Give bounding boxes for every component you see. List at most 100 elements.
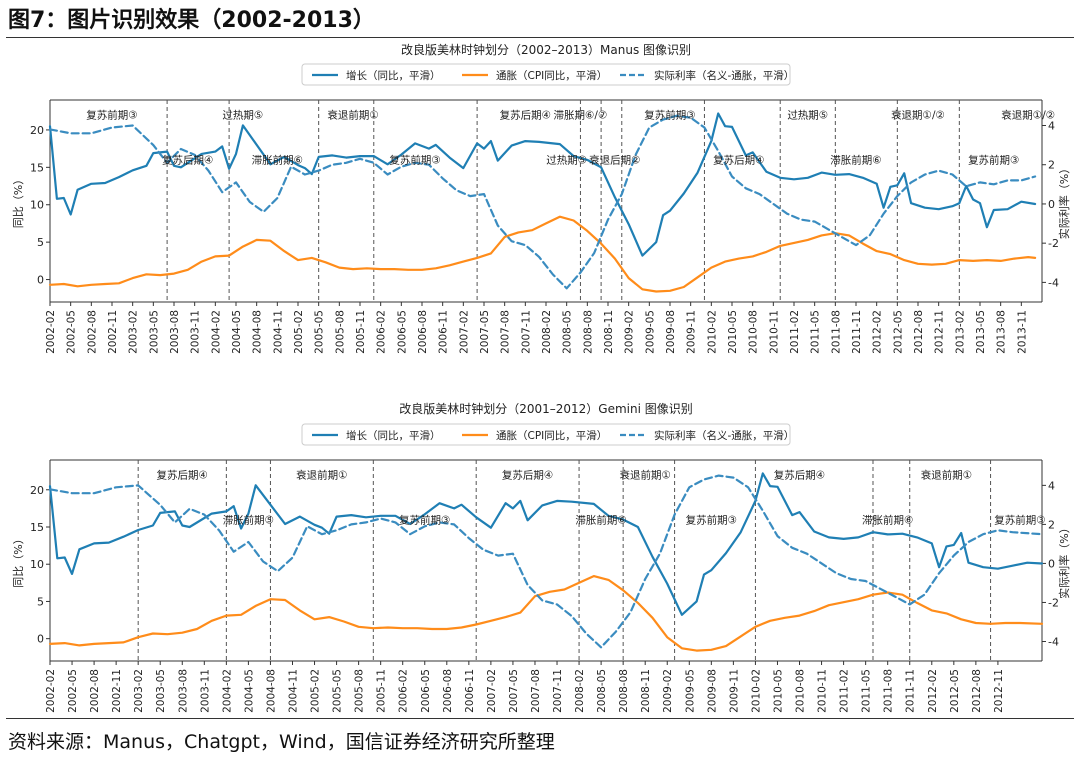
right-tick-label: -2: [1048, 596, 1059, 609]
x-tick-label: 2006-02: [398, 669, 410, 713]
legend-item-cpi: 通胀（CPI同比，平滑）: [462, 429, 607, 442]
x-tick-label: 2005-08: [334, 310, 346, 354]
phase-label: 滞胀前期⑥: [575, 513, 626, 526]
x-tick-label: 2012-02: [927, 669, 939, 713]
y2-axis-label: 实际利率（%）: [1057, 522, 1071, 598]
x-tick-label: 2007-02: [486, 669, 498, 713]
x-tick-label: 2008-02: [541, 310, 553, 354]
right-tick-label: 0: [1048, 557, 1055, 570]
left-tick-label: 15: [30, 521, 44, 534]
plot-frame: [49, 99, 1043, 303]
phase-label: 过热期⑤: [787, 109, 828, 122]
x-tick-label: 2007-05: [479, 310, 491, 354]
x-tick-label: 2003-05: [148, 310, 160, 354]
x-tick-label: 2004-05: [243, 669, 255, 713]
y-axis-label: 同比（%）: [12, 533, 25, 587]
x-tick-label: 2010-11: [817, 669, 829, 713]
legend: 增长（同比，平滑） 通胀（CPI同比，平滑） 实际利率（名义-通胀，平滑）: [301, 423, 794, 446]
x-tick-label: 2012-08: [913, 310, 925, 354]
x-tick-label: 2002-08: [89, 669, 101, 713]
left-tick-label: 20: [30, 484, 44, 497]
phase-label: 复苏前期③: [686, 513, 737, 526]
x-tick-label: 2011-08: [883, 669, 895, 713]
x-tick-label: 2002-02: [45, 669, 57, 713]
phase-label: 复苏后期④: [774, 469, 825, 482]
x-tick-label: 2003-11: [199, 669, 211, 713]
x-tick-label: 2009-02: [662, 669, 674, 713]
x-tick-label: 2003-11: [190, 310, 202, 354]
x-tick-label: 2007-08: [500, 310, 512, 354]
x-tick-label: 2012-05: [949, 669, 961, 713]
plot-frame: [49, 459, 1043, 662]
x-tick-label: 2009-11: [728, 669, 740, 713]
x-tick-label: 2004-05: [231, 310, 243, 354]
x-tick-label: 2008-11: [640, 669, 652, 713]
x-tick-label: 2005-05: [332, 669, 344, 713]
phase-label: 复苏前期③: [968, 154, 1019, 167]
x-tick-label: 2004-11: [287, 669, 299, 713]
legend-label-cpi: 通胀（CPI同比，平滑）: [496, 429, 607, 442]
x-tick-label: 2010-05: [727, 310, 739, 354]
phase-label: 衰退期①/②: [891, 109, 945, 122]
x-tick-label: 2012-11: [934, 310, 946, 354]
x-tick-label: 2011-02: [839, 669, 851, 713]
left-tick-label: 20: [30, 124, 44, 137]
x-tick-label: 2004-02: [210, 310, 222, 354]
phase-label: 复苏后期④: [500, 109, 551, 122]
x-tick-label: 2006-05: [396, 310, 408, 354]
phase-label: 复苏后期④: [157, 469, 208, 482]
chart-gemini: 改良版美林时钟划分（2001–2012）Gemini 图像识别增长（同比，平滑）…: [12, 401, 1071, 713]
phase-label: 衰退前期①: [296, 469, 347, 482]
x-tick-label: 2005-05: [314, 310, 326, 354]
x-tick-label: 2009-08: [665, 310, 677, 354]
x-tick-label: 2011-11: [905, 669, 917, 713]
right-tick-label: -4: [1048, 635, 1059, 648]
x-tick-label: 2008-11: [603, 310, 615, 354]
phase-label: 复苏前期③: [994, 513, 1045, 526]
x-tick-label: 2012-02: [872, 310, 884, 354]
x-tick-label: 2010-02: [750, 669, 762, 713]
phase-label: 衰退前期①: [921, 469, 972, 482]
x-tick-label: 2006-08: [442, 669, 454, 713]
x-tick-label: 2007-08: [530, 669, 542, 713]
chart-title: 改良版美林时钟划分（2002–2013）Manus 图像识别: [401, 42, 691, 57]
x-tick-label: 2007-11: [520, 310, 532, 354]
x-tick-label: 2011-02: [789, 310, 801, 354]
left-tick-label: 0: [37, 274, 44, 287]
y2-axis-label: 实际利率（%）: [1057, 163, 1071, 239]
left-tick-label: 10: [30, 558, 44, 571]
x-tick-label: 2006-11: [464, 669, 476, 713]
legend-item-real-rate: 实际利率（名义-通胀，平滑）: [620, 429, 794, 442]
x-tick-label: 2013-02: [954, 310, 966, 354]
legend-frame: [301, 63, 791, 86]
right-tick-label: -2: [1048, 237, 1059, 250]
x-tick-label: 2003-05: [155, 669, 167, 713]
x-tick-label: 2010-11: [768, 310, 780, 354]
phase-label: 滞胀前期⑥: [830, 154, 881, 167]
x-tick-label: 2005-11: [355, 310, 367, 354]
legend-label-growth: 增长（同比，平滑）: [346, 429, 441, 442]
x-tick-label: 2010-08: [748, 310, 760, 354]
left-tick-label: 5: [37, 236, 44, 249]
source-note: 资料来源：Manus，Chatgpt，Wind，国信证券经济研究所整理: [8, 731, 555, 753]
x-tick-label: 2003-08: [177, 669, 189, 713]
legend-label-real-rate: 实际利率（名义-通胀，平滑）: [654, 429, 794, 442]
x-tick-label: 2002-05: [66, 310, 78, 354]
x-tick-label: 2005-02: [310, 669, 322, 713]
series-line-cpi: [48, 575, 1044, 652]
x-tick-label: 2004-08: [252, 310, 264, 354]
x-tick-label: 2002-11: [111, 669, 123, 713]
x-tick-label: 2011-05: [861, 669, 873, 713]
left-tick-label: 5: [37, 595, 44, 608]
x-tick-label: 2005-11: [376, 669, 388, 713]
x-tick-label: 2010-08: [795, 669, 807, 713]
left-tick-label: 15: [30, 161, 44, 174]
x-tick-label: 2009-08: [706, 669, 718, 713]
x-tick-label: 2005-02: [293, 310, 305, 354]
legend-label-real-rate: 实际利率（名义-通胀，平滑）: [654, 69, 794, 82]
series-line-real-rate: [48, 474, 1044, 649]
x-tick-label: 2013-05: [975, 310, 987, 354]
x-tick-label: 2013-11: [1016, 310, 1028, 354]
bottom-rule: [6, 718, 1074, 719]
x-tick-label: 2009-11: [686, 310, 698, 354]
